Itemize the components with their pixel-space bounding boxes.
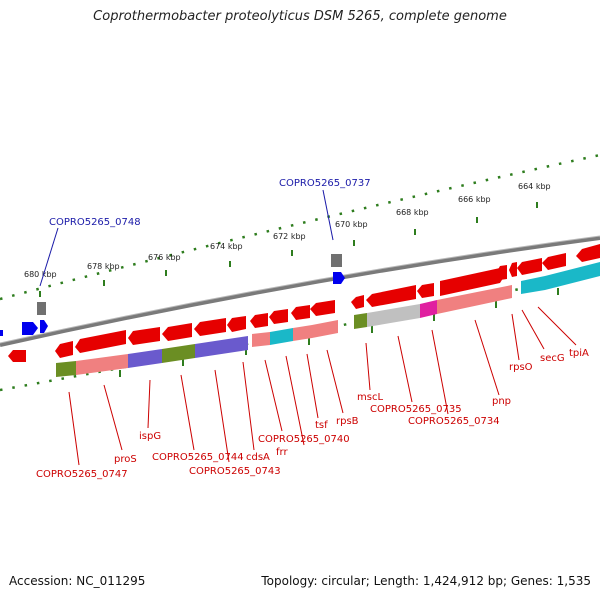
- gene-arrow: [576, 244, 600, 262]
- gene-label: COPRO5265_0743: [189, 466, 281, 477]
- genome-backbone: [0, 236, 600, 347]
- gene-arrow: [351, 295, 364, 309]
- blue-feature: [22, 322, 38, 335]
- genome-summary: Topology: circular; Length: 1,424,912 bp…: [261, 574, 591, 588]
- inner-ruler: [0, 270, 600, 392]
- leader-lines: [68, 306, 577, 466]
- blue-feature: [40, 320, 48, 333]
- cog-block: [293, 325, 312, 341]
- cog-block: [76, 354, 128, 375]
- gene-labels: COPRO5265_0747 proS ispG COPRO5265_0744 …: [36, 348, 589, 480]
- cog-block: [521, 276, 545, 294]
- gene-label: proS: [114, 454, 137, 465]
- gene-arrow: [162, 323, 192, 341]
- gene-label: COPRO5265_0747: [36, 469, 128, 480]
- grey-feature: [37, 302, 46, 315]
- gene-label: mscL: [357, 392, 383, 403]
- ruler-label: 676 kbp: [148, 253, 181, 262]
- gene-label: COPRO5265_0735: [370, 404, 462, 415]
- gene-label: rpsB: [336, 416, 359, 427]
- feature-label: COPRO5265_0737: [279, 178, 371, 189]
- gene-label: frr: [276, 447, 288, 458]
- gene-label: tsf: [315, 420, 328, 431]
- gene-arrow: [517, 258, 542, 275]
- cog-band-lower: [56, 262, 600, 377]
- gene-label: COPRO5265_0744: [152, 452, 244, 463]
- gene-arrow: [75, 330, 126, 353]
- small-features: [0, 254, 345, 362]
- gene-arrow: [8, 350, 26, 362]
- ruler-label: 672 kbp: [273, 232, 306, 241]
- cog-block: [195, 336, 248, 358]
- cog-block: [354, 313, 367, 329]
- gene-label: COPRO5265_0734: [408, 416, 500, 427]
- top-labels: COPRO5265_0748 COPRO5265_0737: [39, 178, 371, 287]
- gene-label: cdsA: [246, 452, 270, 463]
- gene-label: tpiA: [569, 348, 589, 359]
- accession-text: Accession: NC_011295: [9, 574, 146, 588]
- ruler-ticks: [39, 202, 538, 297]
- ruler-label: 678 kbp: [87, 262, 120, 271]
- gene-arrow: [250, 313, 268, 328]
- gene-arrow: [496, 265, 507, 280]
- ruler-label: 664 kbp: [518, 182, 551, 191]
- gene-arrow: [227, 316, 246, 332]
- gene-arrow: [128, 327, 160, 345]
- gene-arrow: [291, 305, 310, 320]
- gene-arrow: [55, 341, 73, 358]
- map-title: Coprothermobacter proteolyticus DSM 5265…: [93, 9, 507, 24]
- cog-block: [270, 328, 293, 345]
- cog-block: [367, 304, 420, 327]
- ruler-label: 670 kbp: [335, 220, 368, 229]
- cog-block: [420, 300, 437, 318]
- ruler-label: 674 kbp: [210, 242, 243, 251]
- gene-arrow: [417, 283, 434, 298]
- cog-block: [128, 349, 162, 368]
- gene-label: rpsO: [509, 362, 533, 373]
- cog-block: [56, 361, 76, 377]
- gene-arrows: [55, 244, 600, 358]
- feature-label: COPRO5265_0748: [49, 217, 141, 228]
- gene-arrow: [366, 285, 416, 307]
- ruler-label: 680 kbp: [24, 270, 57, 279]
- gene-label: COPRO5265_0740: [258, 434, 350, 445]
- gene-label: ispG: [139, 431, 161, 442]
- gene-arrow: [440, 268, 505, 296]
- ruler-label: 668 kbp: [396, 208, 429, 217]
- ruler-label: 666 kbp: [458, 195, 491, 204]
- gene-label: pnp: [492, 396, 511, 407]
- gene-arrow: [269, 309, 288, 324]
- cog-block: [162, 344, 195, 363]
- cog-block: [437, 285, 512, 314]
- grey-feature: [331, 254, 342, 267]
- cog-block: [252, 332, 270, 347]
- gene-arrow: [310, 300, 335, 316]
- inner-ticks: [119, 288, 559, 377]
- ruler-labels: 680 kbp 678 kbp 676 kbp 674 kbp 672 kbp …: [24, 182, 551, 279]
- gene-arrow: [542, 253, 566, 270]
- cog-block: [545, 262, 600, 290]
- blue-feature: [333, 272, 345, 284]
- gene-arrow: [194, 318, 226, 336]
- gene-arrow: [509, 262, 517, 277]
- gene-label: secG: [540, 353, 565, 364]
- cog-block: [312, 320, 338, 338]
- blue-feature: [0, 330, 3, 336]
